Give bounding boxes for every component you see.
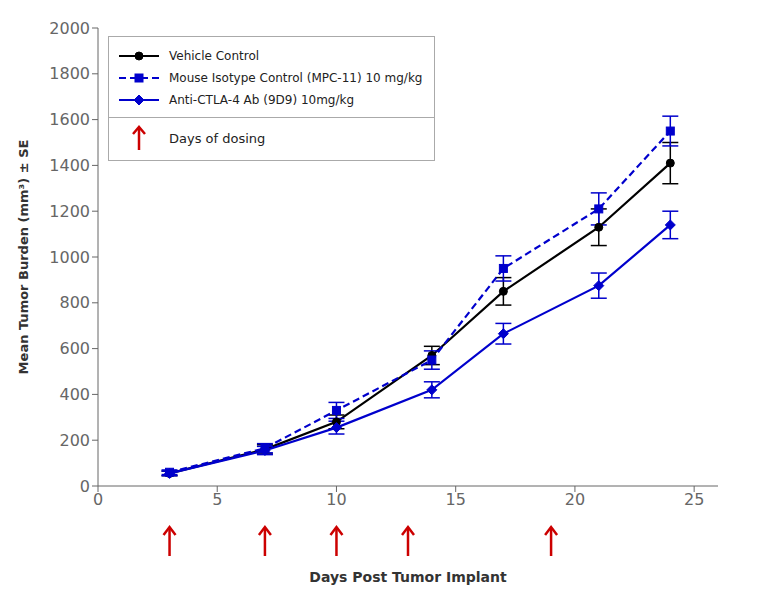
- svg-text:800: 800: [59, 293, 90, 312]
- svg-text:200: 200: [59, 431, 90, 450]
- svg-text:1000: 1000: [49, 248, 90, 267]
- svg-text:1800: 1800: [49, 64, 90, 83]
- svg-text:2000: 2000: [49, 19, 90, 38]
- svg-text:1400: 1400: [49, 156, 90, 175]
- svg-text:600: 600: [59, 339, 90, 358]
- html-text:Anti-CTLA-4 Ab (9D9) 10mg/kg: Anti-CTLA-4 Ab (9D9) 10mg/kg: [169, 93, 355, 107]
- svg-text:Mean Tumor Burden (mm³) ± SE: Mean Tumor Burden (mm³) ± SE: [16, 140, 31, 375]
- svg-text:1200: 1200: [49, 202, 90, 221]
- svg-text:15: 15: [446, 490, 466, 509]
- svg-text:0: 0: [80, 477, 90, 496]
- svg-text:25: 25: [684, 490, 704, 509]
- svg-text:20: 20: [565, 490, 585, 509]
- svg-text:Days Post Tumor Implant: Days Post Tumor Implant: [309, 569, 507, 585]
- svg-text:10: 10: [326, 490, 346, 509]
- html-text:Vehicle Control: Vehicle Control: [169, 49, 260, 63]
- svg-text:5: 5: [212, 490, 222, 509]
- svg-text:400: 400: [59, 385, 90, 404]
- svg-text:1600: 1600: [49, 110, 90, 129]
- html-text:Days of dosing: Days of dosing: [169, 130, 266, 146]
- svg-text:0: 0: [93, 490, 103, 509]
- html-text:Mouse Isotype Control (MPC-11): Mouse Isotype Control (MPC-11) 10 mg/kg: [169, 71, 423, 85]
